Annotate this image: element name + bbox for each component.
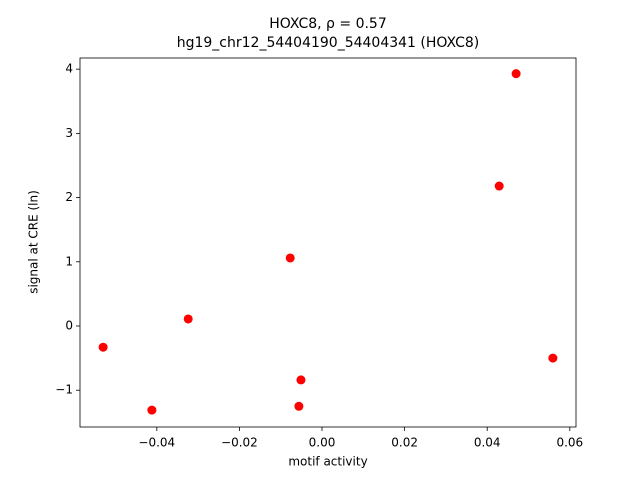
x-tick-label: 0.06 [556, 436, 583, 450]
point [285, 253, 295, 263]
point [548, 353, 558, 363]
y-tick-label: 1 [65, 254, 73, 268]
y-axis-label: signal at CRE (ln) [27, 190, 41, 294]
y-tick-label: 4 [65, 62, 73, 76]
point [183, 314, 193, 324]
y-tick-label: 3 [65, 126, 73, 140]
x-axis-label: motif activity [288, 455, 367, 469]
x-tick-label: 0.02 [391, 436, 418, 450]
x-tick-label: 0.04 [474, 436, 501, 450]
chart-subtitle: hg19_chr12_54404190_54404341 (HOXC8) [177, 35, 480, 51]
plot-frame [79, 57, 577, 428]
point [494, 181, 504, 191]
x-tick-label: 0.00 [309, 436, 336, 450]
point [147, 405, 157, 415]
x-tick-label: −0.04 [138, 436, 175, 450]
y-tick-label: −1 [55, 383, 73, 397]
point [98, 342, 108, 352]
x-tick-label: −0.02 [221, 436, 258, 450]
y-tick-label: 0 [65, 319, 73, 333]
point [296, 375, 306, 385]
chart-title: HOXC8, ρ = 0.57 [269, 16, 387, 32]
point [294, 401, 304, 411]
y-tick-label: 2 [65, 190, 73, 204]
point [511, 69, 521, 79]
